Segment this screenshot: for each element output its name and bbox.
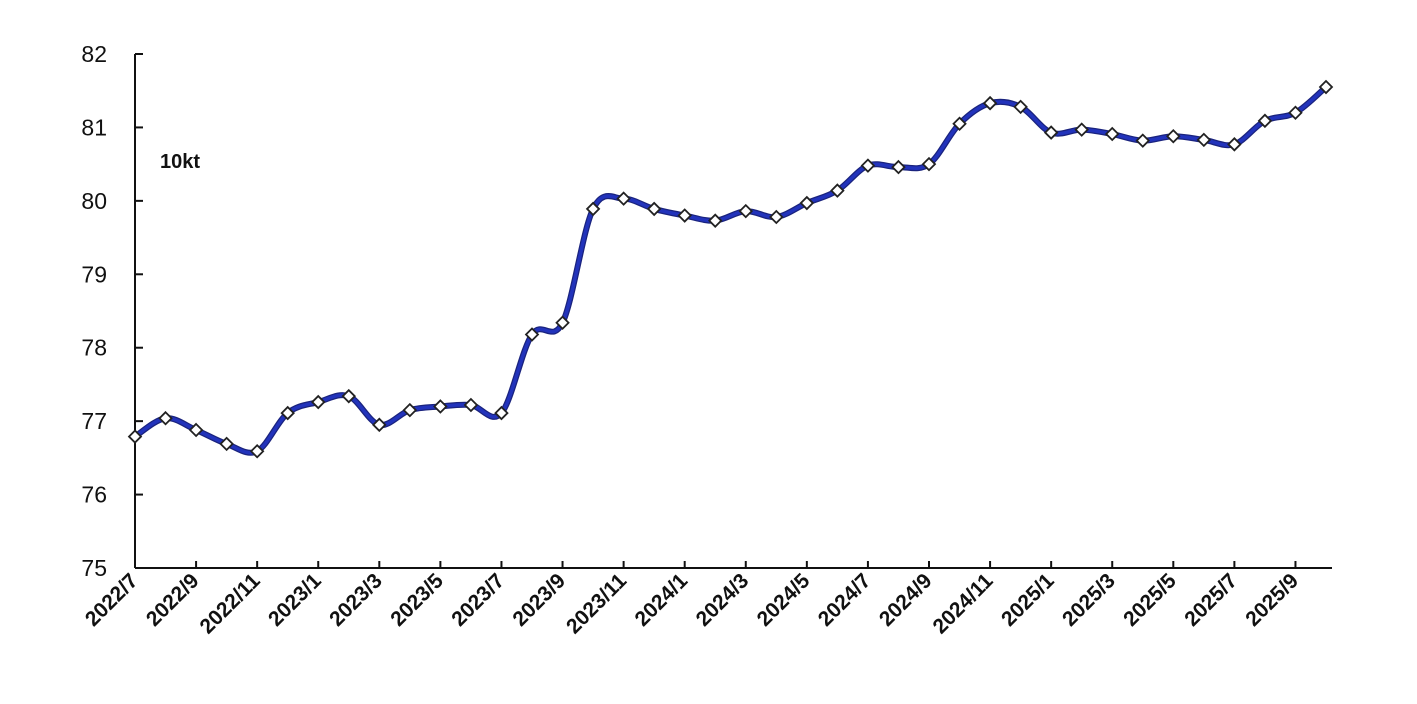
data-point-marker xyxy=(616,191,631,206)
data-point-marker xyxy=(249,443,265,459)
data-point-marker xyxy=(341,388,357,404)
data-point-marker xyxy=(952,116,967,132)
data-point-marker xyxy=(646,201,662,217)
x-tick-label: 2024/5 xyxy=(753,569,815,631)
x-tick-label: 2024/7 xyxy=(814,569,876,631)
x-tick-label: 2025/7 xyxy=(1180,569,1242,631)
annotation-label: 10kt xyxy=(160,151,200,173)
y-tick-label: 78 xyxy=(81,335,107,361)
data-point-marker xyxy=(219,436,234,452)
data-point-marker xyxy=(830,183,845,198)
y-tick-label: 77 xyxy=(81,408,107,434)
data-point-marker xyxy=(433,399,448,414)
data-point-marker xyxy=(585,201,601,217)
data-point-marker xyxy=(738,203,754,219)
data-point-marker xyxy=(1288,105,1303,121)
data-point-marker xyxy=(158,410,173,426)
y-tick-label: 76 xyxy=(81,482,107,508)
data-point-marker xyxy=(1104,126,1120,142)
data-point-marker xyxy=(860,158,876,173)
x-tick-label: 2023/3 xyxy=(325,569,387,631)
x-tick-label: 2025/5 xyxy=(1119,569,1181,631)
data-point-marker xyxy=(310,394,326,410)
x-tick-label: 2022/11 xyxy=(196,569,265,638)
data-point-marker xyxy=(555,315,570,331)
data-point-marker xyxy=(1166,128,1181,144)
x-tick-label: 2023/9 xyxy=(508,569,570,631)
x-tick-label: 2025/1 xyxy=(997,569,1059,631)
x-tick-label: 2024/1 xyxy=(631,569,693,631)
y-tick-label: 82 xyxy=(81,41,107,67)
x-tick-label: 2023/1 xyxy=(264,569,326,631)
data-point-marker xyxy=(524,327,540,342)
data-point-marker xyxy=(799,195,815,211)
data-point-marker xyxy=(921,156,937,172)
data-point-marker xyxy=(402,402,418,418)
data-point-marker xyxy=(891,159,906,175)
y-tick-label: 81 xyxy=(81,114,107,140)
data-point-marker xyxy=(1318,79,1334,95)
data-point-marker xyxy=(1043,125,1059,140)
data-point-marker xyxy=(1074,122,1089,137)
x-tick-label: 2024/3 xyxy=(692,569,754,631)
x-tick-label: 2022/9 xyxy=(142,569,204,631)
data-point-marker xyxy=(127,429,143,444)
y-tick-label: 80 xyxy=(81,188,107,214)
data-point-marker xyxy=(494,405,509,421)
x-tick-label: 2024/11 xyxy=(928,569,997,638)
y-tick-label: 79 xyxy=(81,261,107,287)
data-point-marker xyxy=(982,95,998,111)
series xyxy=(127,79,1334,459)
x-tick-label: 2025/3 xyxy=(1058,569,1120,631)
data-point-marker xyxy=(1227,137,1242,152)
data-point-marker xyxy=(1135,133,1151,148)
data-point-marker xyxy=(1013,99,1028,115)
data-point-marker xyxy=(677,208,692,223)
y-tick-label: 75 xyxy=(81,555,107,581)
data-point-marker xyxy=(707,213,723,228)
data-point-marker xyxy=(188,422,204,438)
x-tick-label: 2023/7 xyxy=(447,569,509,631)
data-point-marker xyxy=(372,417,387,433)
x-tick-label: 2025/9 xyxy=(1241,569,1303,631)
data-point-marker xyxy=(1196,132,1212,148)
x-tick-label: 2024/9 xyxy=(875,569,937,631)
data-point-marker xyxy=(769,209,784,225)
data-point-marker xyxy=(1257,113,1273,129)
data-point-marker xyxy=(463,397,479,413)
x-tick-label: 2023/11 xyxy=(562,569,631,638)
data-point-marker xyxy=(280,405,295,421)
x-tick-label: 2023/5 xyxy=(386,569,448,631)
